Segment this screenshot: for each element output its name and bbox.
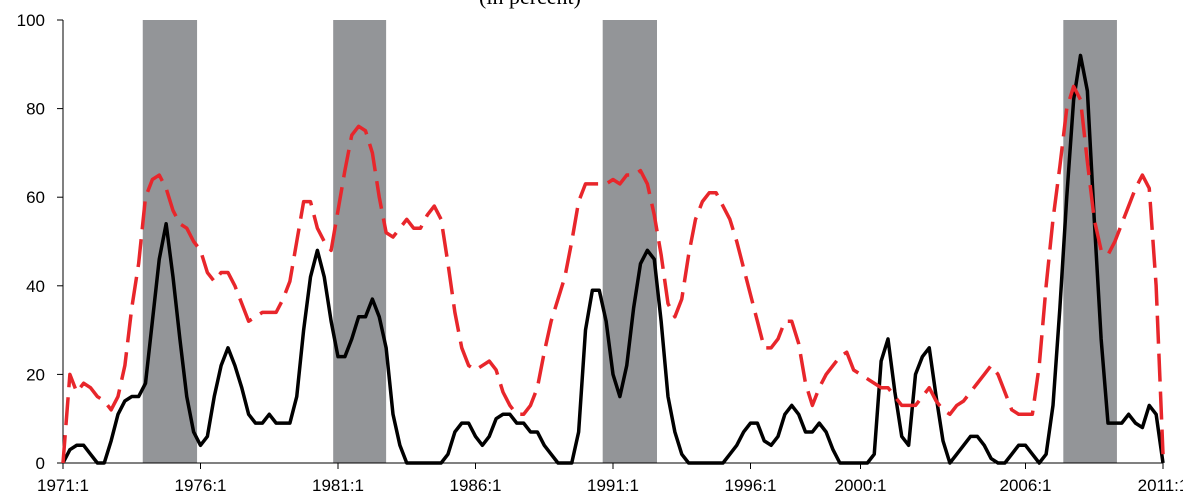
x-tick-label: 1971:1 <box>37 476 89 495</box>
series-line <box>61 53 1165 465</box>
shaded-period <box>1063 20 1117 463</box>
shaded-period <box>333 20 387 463</box>
x-tick-label: 2000:1 <box>835 476 887 495</box>
shaded-period <box>602 20 657 463</box>
chart-title: (in percent) <box>479 0 581 9</box>
y-tick-label: 0 <box>36 454 45 473</box>
y-tick-label: 100 <box>17 11 45 30</box>
x-tick-label: 2011:1 <box>1138 476 1183 495</box>
x-tick-label: 2006:1 <box>1000 476 1052 495</box>
x-tick-label: 1976:1 <box>175 476 227 495</box>
y-tick-label: 20 <box>26 365 45 384</box>
y-tick-label: 40 <box>26 277 45 296</box>
y-tick-label: 60 <box>26 188 45 207</box>
x-tick-label: 1981:1 <box>312 476 364 495</box>
x-tick-label: 1996:1 <box>725 476 777 495</box>
series-line <box>61 84 1165 464</box>
y-tick-label: 80 <box>26 100 45 119</box>
x-tick-label: 1991:1 <box>587 476 639 495</box>
x-tick-label: 1986:1 <box>450 476 502 495</box>
